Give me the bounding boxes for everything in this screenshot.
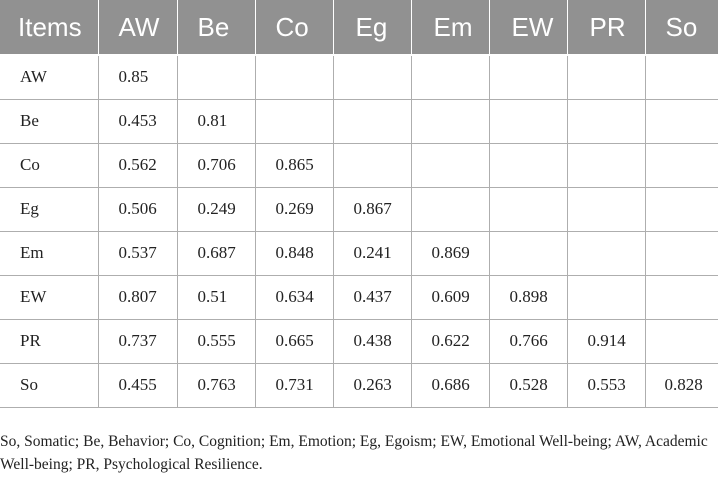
value-cell (566, 98, 646, 144)
value-cell: 0.634 (254, 274, 334, 320)
value-cell (332, 54, 412, 100)
table-footnote: So, Somatic; Be, Behavior; Co, Cognition… (0, 433, 708, 473)
value-cell: 0.865 (254, 142, 334, 188)
value-cell: 0.898 (488, 274, 568, 320)
value-cell (488, 142, 568, 188)
value-cell: 0.737 (97, 318, 178, 364)
value-cell: 0.867 (332, 186, 412, 232)
row-label-cell: So (0, 362, 99, 408)
column-header-items: Items (0, 0, 98, 56)
column-header-ew: EW (488, 0, 567, 56)
value-cell: 0.437 (332, 274, 412, 320)
value-cell: 0.848 (254, 230, 334, 276)
value-cell (488, 186, 568, 232)
value-cell: 0.528 (488, 362, 568, 408)
value-cell: 0.85 (97, 54, 178, 100)
value-cell: 0.555 (176, 318, 256, 364)
table-row: Eg 0.506 0.249 0.269 0.867 (0, 186, 718, 232)
value-cell (566, 54, 646, 100)
row-label-cell: Co (0, 142, 99, 188)
value-cell (254, 54, 334, 100)
value-cell (410, 186, 490, 232)
value-cell (254, 98, 334, 144)
value-cell: 0.869 (410, 230, 490, 276)
column-header-be: Be (176, 0, 255, 56)
value-cell: 0.687 (176, 230, 256, 276)
row-label-cell: PR (0, 318, 99, 364)
table-body: AW 0.85 Be 0.453 0.81 Co 0.562 0.706 0.865 Eg 0.50… (0, 54, 718, 408)
value-cell: 0.665 (254, 318, 334, 364)
value-cell: 0.438 (332, 318, 412, 364)
value-cell: 0.686 (410, 362, 490, 408)
value-cell: 0.537 (97, 230, 178, 276)
value-cell (410, 98, 490, 144)
value-cell (644, 230, 718, 276)
value-cell (644, 54, 718, 100)
value-cell (644, 318, 718, 364)
value-cell (488, 230, 568, 276)
table-row: So 0.455 0.763 0.731 0.263 0.686 0.528 0.553 0.8… (0, 362, 718, 408)
value-cell (644, 186, 718, 232)
value-cell (410, 54, 490, 100)
value-cell: 0.609 (410, 274, 490, 320)
value-cell: 0.622 (410, 318, 490, 364)
value-cell (566, 230, 646, 276)
value-cell: 0.828 (644, 362, 718, 408)
table-row: PR 0.737 0.555 0.665 0.438 0.622 0.766 0.914 (0, 318, 718, 364)
value-cell: 0.269 (254, 186, 334, 232)
value-cell: 0.706 (176, 142, 256, 188)
value-cell (644, 142, 718, 188)
column-header-aw: AW (97, 0, 177, 56)
value-cell: 0.249 (176, 186, 256, 232)
value-cell (566, 142, 646, 188)
value-cell (176, 54, 256, 100)
value-cell (332, 142, 412, 188)
value-cell: 0.506 (97, 186, 178, 232)
value-cell: 0.263 (332, 362, 412, 408)
table-header-row: Items AW Be Co Eg Em EW PR So (0, 0, 718, 56)
column-header-pr: PR (566, 0, 645, 56)
value-cell: 0.763 (176, 362, 256, 408)
column-header-so: So (644, 0, 718, 56)
column-header-eg: Eg (332, 0, 411, 56)
row-label-cell: Be (0, 98, 99, 144)
value-cell: 0.766 (488, 318, 568, 364)
value-cell (644, 98, 718, 144)
table-row: Em 0.537 0.687 0.848 0.241 0.869 (0, 230, 718, 276)
value-cell (644, 274, 718, 320)
value-cell (410, 142, 490, 188)
value-cell: 0.807 (97, 274, 178, 320)
value-cell (488, 54, 568, 100)
column-header-co: Co (254, 0, 333, 56)
correlation-table: Items AW Be Co Eg Em EW PR So AW 0.85 Be 0.… (0, 0, 718, 408)
row-label-cell: Em (0, 230, 99, 276)
table-row: AW 0.85 (0, 54, 718, 100)
value-cell (332, 98, 412, 144)
value-cell: 0.51 (176, 274, 256, 320)
value-cell: 0.562 (97, 142, 178, 188)
value-cell: 0.553 (566, 362, 646, 408)
table-row: Be 0.453 0.81 (0, 98, 718, 144)
value-cell: 0.81 (176, 98, 256, 144)
row-label-cell: AW (0, 54, 99, 100)
table-row: Co 0.562 0.706 0.865 (0, 142, 718, 188)
table-row: EW 0.807 0.51 0.634 0.437 0.609 0.898 (0, 274, 718, 320)
column-header-em: Em (410, 0, 489, 56)
row-label-cell: Eg (0, 186, 99, 232)
value-cell: 0.241 (332, 230, 412, 276)
value-cell: 0.914 (566, 318, 646, 364)
value-cell: 0.731 (254, 362, 334, 408)
value-cell (566, 186, 646, 232)
value-cell: 0.453 (97, 98, 178, 144)
value-cell (566, 274, 646, 320)
row-label-cell: EW (0, 274, 99, 320)
value-cell (488, 98, 568, 144)
value-cell: 0.455 (97, 362, 178, 408)
